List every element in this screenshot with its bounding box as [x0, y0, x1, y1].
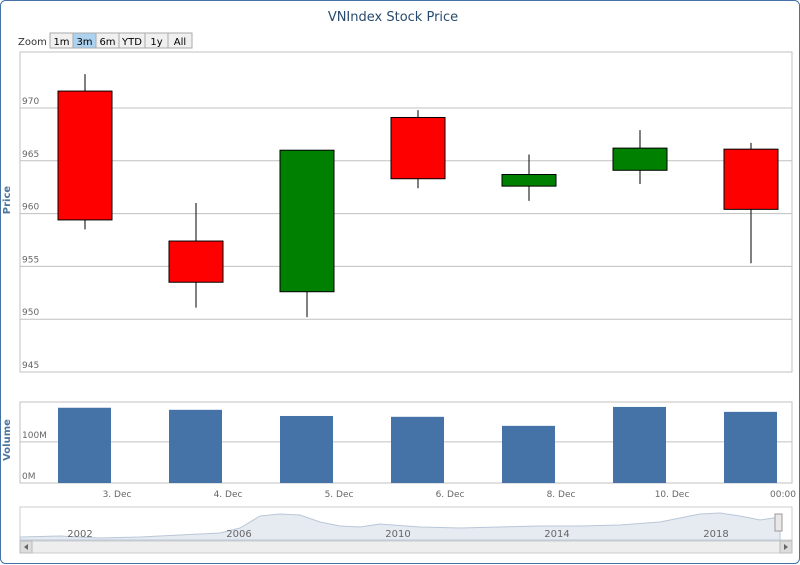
y-tick-label: 100M [22, 431, 47, 441]
y-tick-label: 0M [22, 472, 36, 482]
zoom-button-label: 3m [76, 37, 92, 48]
scrollbar-track [19, 540, 793, 554]
zoom-button[interactable] [167, 32, 193, 49]
volume-bar [58, 407, 111, 483]
candle-body [57, 90, 113, 221]
x-tick-label: 4. Dec [214, 490, 243, 500]
navigator-label: 2010 [385, 529, 410, 540]
volume-bar [502, 425, 555, 483]
y-tick-label: 960 [22, 203, 39, 213]
candle-body [168, 240, 224, 283]
navigator-label: 2006 [226, 529, 251, 540]
candle-body [390, 116, 446, 180]
chart-title: VNIndex Stock Price [328, 10, 458, 25]
navigator-area [19, 512, 781, 541]
zoom-button-label: 6m [99, 37, 115, 48]
x-tick-label: 5. Dec [325, 490, 354, 500]
x-tick-label: 6. Dec [436, 490, 465, 500]
volume-bar [391, 416, 444, 483]
volume-bar [169, 409, 222, 483]
zoom-label: Zoom [18, 37, 47, 48]
navigator [19, 506, 793, 554]
volume-bar [280, 415, 333, 483]
x-tick-label: 8. Dec [547, 490, 576, 500]
y-tick-label: 955 [22, 255, 39, 265]
candle-body [279, 149, 335, 293]
candle-body [501, 174, 557, 187]
x-tick-label: 3. Dec [103, 490, 132, 500]
zoom-button-label: 1y [150, 37, 162, 48]
volume-bar [613, 406, 666, 483]
volume-bar [724, 411, 777, 483]
candle-body [723, 148, 779, 210]
zoom-button-label: 1m [53, 37, 69, 48]
y-tick-label: 950 [22, 308, 39, 318]
y-tick-label: 965 [22, 150, 39, 160]
scrollbar-arrow [784, 544, 788, 550]
volume-axis-title: Volume [2, 419, 13, 461]
y-tick-label: 970 [22, 97, 39, 107]
x-tick-label: 00:00 [770, 490, 796, 500]
zoom-button-label: All [174, 37, 186, 48]
y-axis-title: Price [2, 186, 13, 215]
candle-body [612, 147, 668, 171]
zoom-button-label: YTD [121, 37, 142, 48]
navigator-label: 2002 [67, 529, 92, 540]
x-tick-label: 10. Dec [655, 490, 690, 500]
navigator-label: 2018 [703, 529, 728, 540]
navigator-handle[interactable] [774, 513, 783, 532]
y-tick-label: 945 [22, 361, 39, 371]
scrollbar-arrow [24, 544, 28, 550]
navigator-label: 2014 [544, 529, 569, 540]
